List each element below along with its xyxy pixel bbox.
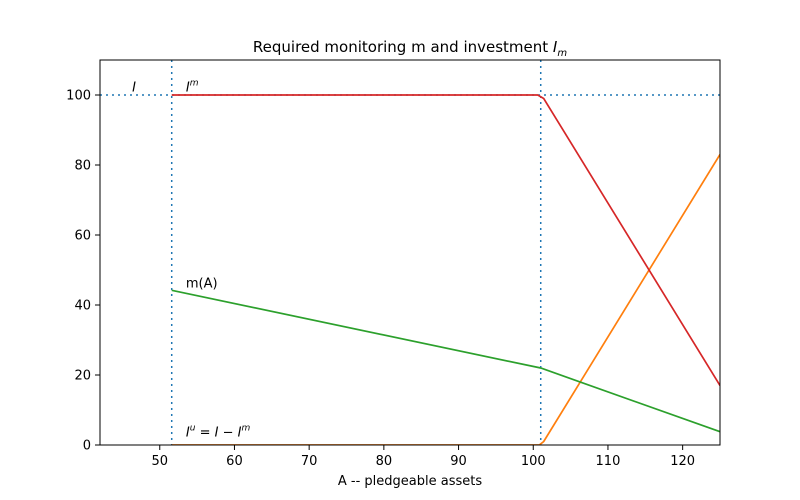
- chart-title: Required monitoring m and investment Im: [253, 38, 567, 59]
- y-tick-label: 100: [66, 89, 91, 104]
- y-tick-label: 0: [83, 439, 91, 454]
- series-group: [171, 94, 720, 445]
- annotation-label: Im: [186, 79, 199, 96]
- y-tick-label: 20: [74, 369, 91, 384]
- x-tick-label: 60: [226, 454, 243, 469]
- annotation-label: m(A): [186, 277, 218, 292]
- y-tick-label: 80: [74, 159, 91, 174]
- x-axis-label: A -- pledgeable assets: [338, 474, 482, 489]
- series-line-1: [171, 154, 720, 445]
- axes: 50 60 70 80 90 100 110 120 0 20 40 60 80 100: [66, 59, 721, 469]
- x-tick-label: 110: [596, 454, 621, 469]
- x-tick-label: 50: [151, 454, 168, 469]
- annotations: I Im m(A) Iu = I − Im: [132, 79, 250, 441]
- x-tick-label: 120: [670, 454, 695, 469]
- y-tick-label: 40: [74, 299, 91, 314]
- y-tick-label: 60: [74, 229, 91, 244]
- reference-lines: [100, 60, 720, 445]
- x-tick-label: 70: [301, 454, 318, 469]
- series-line-2: [171, 289, 720, 433]
- x-tick-label: 80: [376, 454, 393, 469]
- x-tick-label: 100: [521, 454, 546, 469]
- annotation-label: I: [132, 81, 136, 96]
- series-line-3: [171, 94, 720, 386]
- x-tick-label: 90: [450, 454, 467, 469]
- annotation-label: Iu = I − Im: [186, 423, 251, 440]
- plot-frame: [99, 59, 721, 446]
